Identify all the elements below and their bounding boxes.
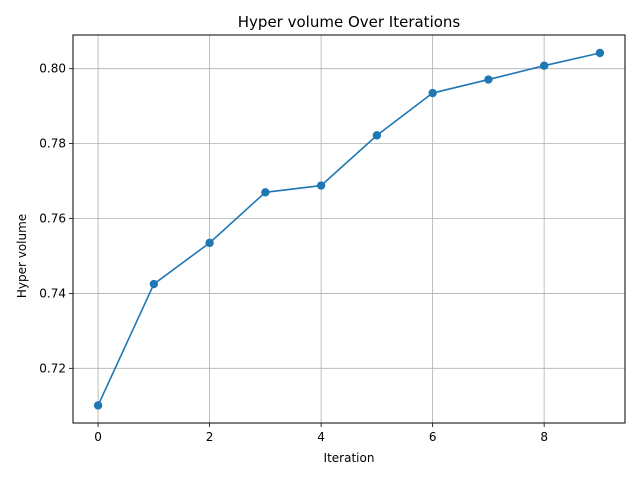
- data-point-marker: [428, 88, 437, 98]
- y-tick-label: 0.78: [39, 137, 66, 151]
- chart-title: Hyper volume Over Iterations: [238, 13, 461, 31]
- x-tick-label: 4: [317, 430, 325, 444]
- x-tick-label: 8: [540, 430, 548, 444]
- data-point-marker: [205, 238, 214, 248]
- x-tick-label: 2: [206, 430, 214, 444]
- data-point-marker: [372, 131, 382, 140]
- x-axis-label: Iteration: [324, 451, 375, 465]
- data-point-marker: [595, 48, 605, 58]
- series-group: [93, 48, 605, 410]
- data-point-marker: [93, 401, 103, 410]
- series-line: [97, 52, 601, 406]
- data-point-marker: [484, 75, 493, 84]
- data-point-marker: [539, 61, 549, 70]
- y-tick-label: 0.74: [39, 286, 66, 300]
- y-tick-label: 0.76: [39, 212, 66, 226]
- data-point-marker: [261, 188, 270, 197]
- grid-lines: [73, 35, 625, 423]
- data-point-marker: [149, 279, 159, 289]
- axis-ticks: 0 2 4 6 8 0.72 0.74 0.76 0.78 0.80: [39, 62, 548, 444]
- plot-frame: [72, 34, 626, 424]
- data-point-marker: [316, 181, 326, 190]
- x-tick-label: 0: [94, 430, 102, 444]
- y-axis-label: Hyper volume: [15, 214, 29, 298]
- x-tick-label: 6: [429, 430, 437, 444]
- y-tick-label: 0.80: [39, 62, 66, 76]
- y-tick-label: 0.72: [39, 361, 66, 375]
